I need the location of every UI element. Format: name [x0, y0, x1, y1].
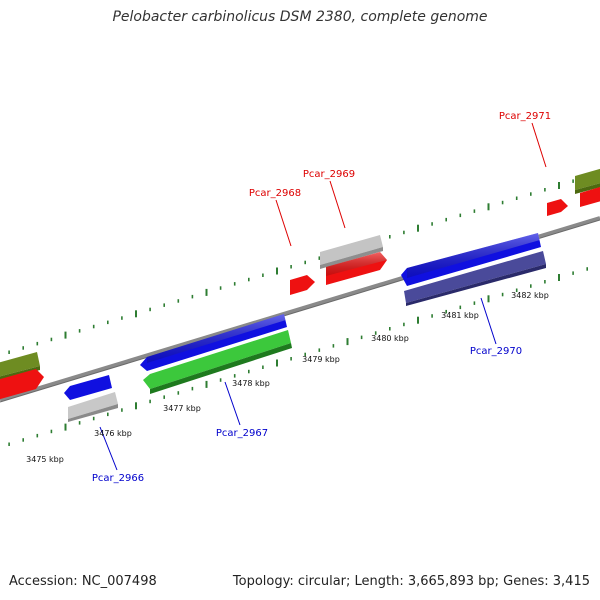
feature-blue-2970[interactable] — [401, 233, 541, 286]
feature-red-2971-small[interactable] — [547, 199, 568, 216]
kbp-label-3480: 3480 kbp — [371, 334, 409, 343]
feature-red-2971[interactable] — [580, 184, 600, 207]
kbp-label-3481: 3481 kbp — [441, 311, 479, 320]
kbp-label-3478: 3478 kbp — [232, 379, 270, 388]
callout-line-2968 — [275, 199, 292, 247]
feature-navy-2970[interactable] — [404, 251, 546, 306]
callout-line-2970 — [480, 297, 497, 345]
kbp-label-3479: 3479 kbp — [302, 355, 340, 364]
callout-line-2969 — [329, 180, 346, 229]
feature-green-2967[interactable] — [143, 330, 292, 394]
kbp-label-3482: 3482 kbp — [511, 291, 549, 300]
genome-summary-text: Topology: circular; Length: 3,665,893 bp… — [232, 574, 590, 589]
gene-label-pcar-2966: Pcar_2966 — [92, 473, 144, 484]
accession-text: Accession: NC_007498 — [9, 574, 157, 589]
callout-line-2967 — [224, 381, 241, 426]
gene-label-pcar-2967: Pcar_2967 — [216, 428, 268, 439]
gene-label-pcar-2968: Pcar_2968 — [249, 188, 301, 199]
feature-red-upper-left[interactable] — [0, 369, 44, 402]
feature-red-2969[interactable] — [326, 252, 387, 285]
feature-gray-2969[interactable] — [320, 235, 383, 269]
callout-line-2971 — [531, 122, 547, 168]
feature-olive-2971[interactable] — [575, 166, 600, 194]
kbp-label-3475: 3475 kbp — [26, 455, 64, 464]
gene-label-pcar-2971: Pcar_2971 — [499, 111, 551, 122]
feature-blue-2966[interactable] — [64, 375, 112, 400]
gene-label-pcar-2969: Pcar_2969 — [303, 169, 355, 180]
kbp-label-3477: 3477 kbp — [163, 404, 201, 413]
map-title: Pelobacter carbinolicus DSM 2380, comple… — [112, 9, 488, 25]
gene-label-pcar-2970: Pcar_2970 — [470, 346, 522, 357]
feature-blue-2967[interactable] — [140, 314, 287, 371]
kbp-label-3476: 3476 kbp — [94, 429, 132, 438]
upper-tick-track — [8, 175, 589, 354]
feature-gray-2966[interactable] — [68, 392, 118, 422]
feature-red-2968[interactable] — [290, 275, 315, 295]
callout-line-2966 — [99, 426, 118, 471]
lower-tick-track — [8, 267, 589, 446]
